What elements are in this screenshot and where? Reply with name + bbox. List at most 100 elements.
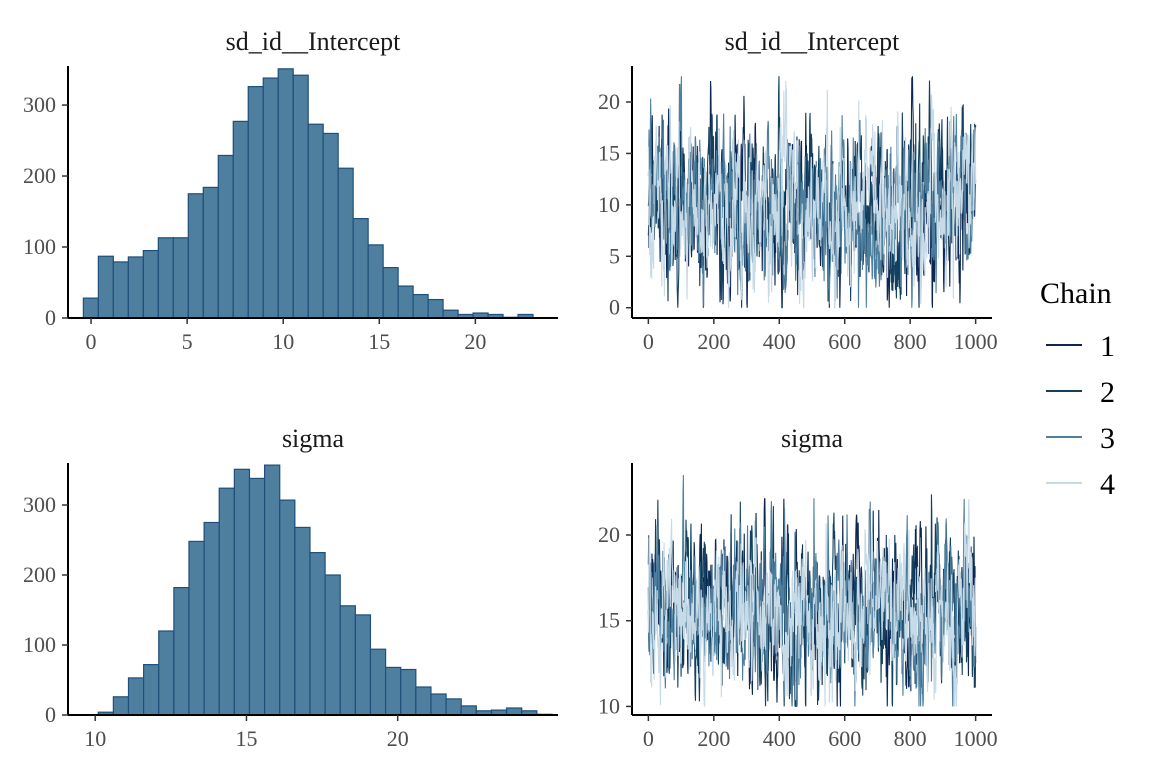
x-tick-label: 400	[763, 329, 796, 354]
histogram-bar	[188, 540, 205, 716]
histogram-bar	[217, 154, 234, 319]
histogram-bar	[322, 132, 339, 319]
y-tick-label: 0	[45, 702, 56, 727]
histogram-bar	[382, 267, 399, 319]
histogram-bar	[337, 167, 354, 319]
y-tick-label: 100	[23, 632, 56, 657]
trace-line-chain-4	[647, 499, 977, 707]
histogram-bar	[97, 255, 114, 319]
histogram-bar	[262, 77, 279, 319]
histogram-bar	[384, 666, 402, 716]
x-tick-label: 10	[84, 726, 106, 751]
histogram-bar	[158, 630, 175, 716]
histogram-bar	[233, 468, 251, 716]
histogram-bar	[292, 74, 309, 319]
y-tick-label: 15	[598, 608, 620, 633]
panel-trace-sigma: sigma 0 200 400 600 800 1000 10 15 20	[598, 424, 998, 751]
x-tick-label: 800	[894, 329, 927, 354]
histogram-bar	[248, 477, 266, 716]
x-tick-label: 0	[86, 329, 97, 354]
histogram-bar	[157, 237, 174, 319]
y-tick-label: 0	[609, 295, 620, 320]
x-tick-label: 200	[697, 726, 730, 751]
histogram-bar	[354, 614, 372, 716]
histogram-bar	[400, 668, 417, 716]
x-tick-label: 600	[828, 329, 861, 354]
histogram-bar	[415, 686, 432, 716]
legend-label-chain-4: 4	[1100, 468, 1115, 501]
x-tick-label: 20	[464, 329, 486, 354]
panel-title: sigma	[781, 424, 844, 453]
histogram-bar	[143, 663, 160, 716]
x-tick-label: 15	[368, 329, 390, 354]
histogram-bar	[279, 499, 296, 716]
histogram-bar	[369, 648, 387, 716]
x-tick-label: 1000	[954, 329, 998, 354]
y-tick-label: 15	[598, 140, 620, 165]
x-tick-label: 200	[697, 329, 730, 354]
panel-title: sd_id__Intercept	[725, 27, 901, 56]
panel-title: sigma	[282, 424, 345, 453]
x-tick-label: 15	[235, 726, 257, 751]
histogram-bar	[445, 698, 462, 716]
legend-label-chain-3: 3	[1100, 422, 1115, 455]
y-tick-label: 5	[609, 243, 620, 268]
histogram-bar	[218, 487, 235, 716]
histogram-bar	[202, 186, 219, 319]
x-tick-label: 800	[894, 726, 927, 751]
histogram-bar	[294, 526, 311, 716]
histogram-bar	[339, 605, 356, 716]
histogram-bar	[82, 297, 99, 319]
y-tick-label: 200	[23, 163, 56, 188]
histogram-bar	[412, 293, 429, 319]
histogram-bar	[112, 261, 129, 319]
y-tick-label: 200	[23, 562, 56, 587]
x-tick-label: 400	[763, 726, 796, 751]
histogram-bar	[203, 521, 220, 716]
panel-title: sd_id__Intercept	[226, 27, 402, 56]
histogram-bar	[442, 309, 459, 319]
y-tick-label: 0	[45, 305, 56, 330]
histogram-bar	[264, 464, 281, 716]
histogram-bar	[173, 586, 190, 716]
chain-legend: Chain 1 2 3 4	[1040, 277, 1115, 501]
x-tick-label: 600	[828, 726, 861, 751]
x-tick-label: 5	[182, 329, 193, 354]
histogram-bar	[460, 705, 477, 716]
x-tick-label: 1000	[954, 726, 998, 751]
y-tick-label: 10	[598, 693, 620, 718]
panel-trace-sd-id-intercept: sd_id__Intercept 0 200 400 600 800 1000 0 5 10 15 2…	[598, 27, 998, 354]
x-tick-label: 10	[272, 329, 294, 354]
histogram-bar	[352, 218, 369, 319]
histogram-bar	[127, 256, 144, 319]
histogram-bar	[324, 574, 341, 716]
trace-line-chain-4	[647, 80, 977, 309]
histogram-bar	[277, 68, 294, 319]
histogram-bar	[307, 123, 324, 319]
histogram-bar	[112, 696, 130, 716]
histogram-bar	[142, 249, 159, 319]
histogram-bar	[430, 693, 447, 716]
histogram-bar	[309, 551, 326, 716]
histogram-bar	[247, 85, 264, 319]
histogram-bar	[232, 120, 249, 319]
y-tick-label: 20	[598, 89, 620, 114]
legend-label-chain-2: 2	[1100, 376, 1115, 409]
histogram-bar	[505, 707, 523, 716]
y-tick-label: 20	[598, 522, 620, 547]
legend-title: Chain	[1040, 277, 1112, 310]
x-tick-label: 0	[643, 329, 654, 354]
histogram-bar	[397, 285, 414, 319]
y-tick-label: 10	[598, 192, 620, 217]
histogram-bar	[367, 244, 384, 319]
histogram-bar	[187, 193, 204, 319]
histogram-bar	[172, 237, 189, 319]
legend-label-chain-1: 1	[1100, 330, 1115, 363]
y-tick-label: 300	[23, 92, 56, 117]
y-tick-label: 100	[23, 234, 56, 259]
histogram-bar	[427, 298, 444, 319]
x-tick-label: 20	[387, 726, 409, 751]
